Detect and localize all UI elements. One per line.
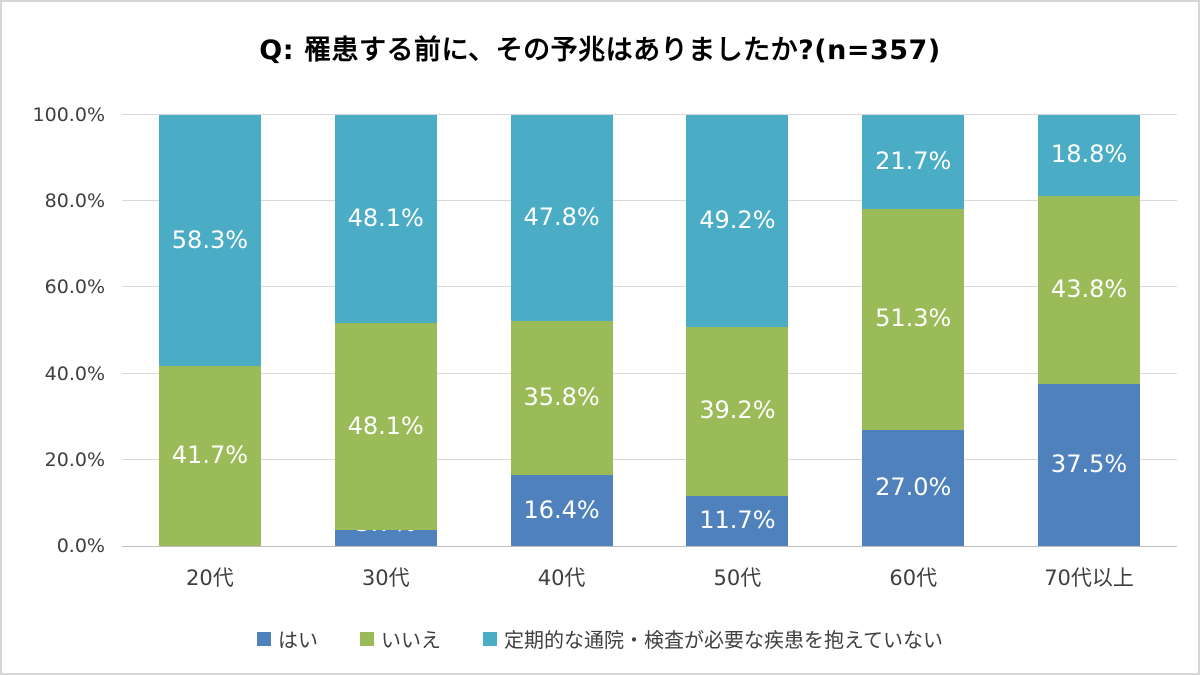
bar-segment: 48.1% (334, 322, 437, 531)
value-label: 27.0% (875, 473, 952, 502)
category-column: 16.4% 35.8% 47.8% (474, 115, 650, 546)
legend-label: 定期的な通院・検査が必要な疾患を抱えていない (504, 628, 943, 652)
y-axis-tick-label: 60.0% (44, 276, 105, 299)
x-axis-category-label: 50代 (713, 566, 762, 590)
y-axis-tick-label: 40.0% (44, 362, 105, 385)
legend: はい いいえ 定期的な通院・検査が必要な疾患を抱えていない (2, 624, 1198, 653)
bar-segment: 3.7% (334, 510, 437, 546)
value-label: 58.3% (171, 225, 249, 254)
stacked-bar: 37.5% 43.8% 18.8% (1038, 114, 1141, 546)
legend-swatch-icon (483, 631, 497, 646)
bar-segment: 35.8% (510, 321, 613, 476)
y-axis-tick-label: 80.0% (44, 190, 105, 213)
legend-item: 定期的な通院・検査が必要な疾患を抱えていない (483, 624, 943, 653)
x-axis-category-label: 30代 (361, 566, 410, 590)
stacked-bar: 3.7% 48.1% 48.1% (334, 115, 437, 546)
y-axis-tick-label: 0.0% (56, 535, 105, 557)
legend-swatch-icon (257, 631, 271, 646)
gridline (122, 114, 1177, 115)
bar-segment: 37.5% (1038, 384, 1141, 546)
bar-segment: 39.2% (686, 326, 789, 496)
value-label: 11.7% (699, 505, 776, 534)
category-column: 3.7% 48.1% 48.1% (298, 115, 474, 546)
bar-segment: 41.7% (158, 366, 261, 546)
chart-title: Q: 罹患する前に、その予兆はありましたか?(n=357) (259, 35, 941, 66)
value-label: 16.4% (523, 495, 600, 524)
value-label: 51.3% (875, 304, 952, 333)
bar-segment: 16.4% (510, 475, 613, 546)
x-axis-category-label: 20代 (186, 566, 234, 590)
bar-segment: 18.8% (1038, 114, 1141, 196)
value-label: 49.2% (699, 205, 776, 234)
plot-area: 41.7%58.3%3.7%48.1%48.1%16.4%35.8%47.8%1… (122, 114, 1177, 547)
bar-segment: 43.8% (1038, 195, 1141, 385)
y-axis: 100.0% 80.0% 60.0% 40.0% 20.0% 0.0% (2, 104, 105, 557)
category-column: 37.5% 43.8% 18.8% (1001, 114, 1177, 546)
x-axis-category-label: 40代 (537, 566, 586, 590)
value-label: 21.7% (875, 146, 952, 175)
value-label: 48.1% (347, 204, 424, 233)
gridline (122, 286, 1177, 288)
bar-segment: 51.3% (862, 208, 965, 430)
category-column: 11.7% 39.2% 49.2% (649, 114, 825, 546)
bar-segment: 47.8% (510, 115, 613, 322)
legend-item: はい (257, 624, 318, 653)
value-label: 39.2% (699, 396, 776, 425)
category-column: 27.0% 51.3% 21.7% (825, 115, 1001, 546)
stacked-bar: 16.4% 35.8% 47.8% (510, 115, 613, 546)
value-label: 18.8% (1050, 140, 1128, 169)
bars-container: 41.7%58.3%3.7%48.1%48.1%16.4%35.8%47.8%1… (122, 114, 1177, 546)
value-label: 48.1% (347, 411, 424, 440)
gridline (122, 200, 1177, 202)
y-axis-tick-label: 20.0% (44, 448, 105, 471)
category-column: 41.7% 58.3% (122, 115, 298, 546)
gridline (122, 372, 1177, 374)
x-axis: 20代 30代 40代 50代 60代 70代以上 (122, 562, 1177, 592)
bar-segment: 58.3% (158, 115, 261, 367)
value-label: 41.7% (171, 441, 249, 470)
bar-segment: 11.7% (686, 495, 789, 546)
y-axis-tick-label: 100.0% (32, 104, 105, 126)
value-label: 43.8% (1050, 275, 1128, 304)
value-label: 47.8% (523, 203, 600, 232)
bar-segment: 49.2% (686, 114, 789, 327)
stacked-bar: 41.7% 58.3% (158, 115, 261, 546)
bar-segment: 21.7% (862, 115, 965, 209)
legend-label: いいえ (381, 628, 441, 652)
stacked-bar: 11.7% 39.2% 49.2% (686, 114, 789, 546)
bar-segment: 48.1% (334, 115, 437, 323)
x-axis-category-label: 70代以上 (1044, 566, 1134, 590)
legend-label: はい (278, 628, 318, 652)
value-label: 35.8% (523, 383, 600, 412)
x-axis-line (122, 546, 1177, 547)
value-label: 37.5% (1050, 450, 1128, 479)
bar-segment: 27.0% (862, 429, 965, 546)
legend-swatch-icon (360, 631, 374, 646)
legend-item: いいえ (360, 624, 441, 653)
x-axis-category-label: 60代 (889, 566, 938, 590)
gridline (122, 458, 1177, 460)
stacked-bar: 27.0% 51.3% 21.7% (862, 115, 965, 546)
